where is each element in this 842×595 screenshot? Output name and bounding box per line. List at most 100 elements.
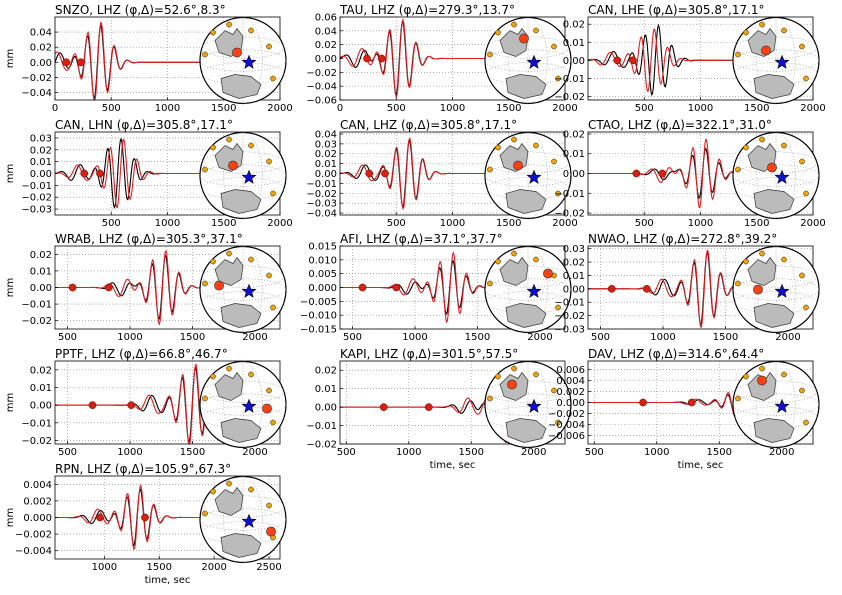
x-tick-label: 500: [102, 103, 121, 114]
y-tick-label: −0.02: [554, 311, 585, 322]
x-tick-label: 2000: [267, 218, 292, 229]
epicenter-star-icon: [774, 283, 790, 298]
x-tick-label: 2000: [242, 447, 267, 458]
station-dot: [226, 21, 232, 28]
graticule: [508, 246, 548, 333]
y-tick-label: −0.02: [21, 73, 52, 84]
x-tick-label: 1000: [440, 103, 465, 114]
x-tick-label: 500: [387, 218, 406, 229]
inset-map: [732, 131, 820, 220]
x-axis-label: time, sec: [145, 575, 191, 586]
epicenter-star-icon: [241, 513, 257, 528]
x-tick-label: 500: [337, 447, 356, 458]
australia-shape: [214, 486, 244, 516]
y-tick-label: 0.002: [23, 496, 52, 507]
y-axis-label: mm: [5, 49, 16, 68]
australia-shape: [747, 256, 777, 286]
x-tick-label: 1000: [688, 103, 713, 114]
inset-map: [199, 245, 287, 334]
y-tick-label: 0.002: [556, 387, 585, 398]
active-station: [266, 526, 276, 537]
station-dot: [803, 190, 809, 197]
graticule: [484, 393, 572, 416]
antarctica-shape: [505, 303, 547, 328]
y-tick-label: −0.01: [554, 298, 585, 309]
phase-marker: [96, 169, 104, 178]
y-tick-label: 0.00: [30, 401, 52, 412]
station-dot: [799, 43, 805, 50]
x-tick-label: 0: [52, 103, 58, 114]
y-tick-label: 0.03: [30, 133, 52, 144]
y-tick-label: 0.00: [30, 169, 52, 180]
y-tick-label: 0.00: [315, 54, 337, 65]
panel-title: KAPI, LHZ (φ,Δ)=301.5°,57.5°: [340, 347, 518, 361]
epicenter-star-icon: [241, 169, 257, 184]
y-tick-label: −0.01: [21, 418, 52, 429]
y-tick-label: −0.01: [306, 421, 337, 432]
x-tick-label: 2000: [552, 218, 577, 229]
active-station: [513, 160, 523, 171]
graticule: [484, 49, 572, 72]
antarctica-shape: [220, 533, 262, 558]
graticule: [732, 393, 820, 416]
station-dot: [759, 21, 765, 28]
phase-marker: [377, 54, 386, 63]
station-dot: [210, 258, 216, 265]
graticule: [199, 278, 287, 301]
graticule: [223, 17, 263, 104]
station-dot: [210, 29, 216, 36]
phase-marker: [88, 401, 97, 409]
station-dot: [210, 488, 216, 495]
y-tick-label: −0.02: [554, 92, 585, 103]
y-tick-label: 0.004: [23, 480, 52, 491]
y-tick-label: −0.006: [548, 431, 585, 442]
antarctica-shape: [220, 189, 262, 214]
phase-marker: [632, 169, 641, 178]
graticule: [199, 164, 287, 187]
station-dot: [210, 144, 216, 151]
y-tick-label: 0.02: [30, 145, 52, 156]
x-tick-label: 1500: [147, 562, 172, 573]
y-tick-label: 0.03: [563, 244, 585, 255]
station-dot: [202, 166, 208, 173]
station-dot: [511, 365, 517, 372]
graticule: [732, 278, 820, 301]
station-dot: [511, 250, 517, 257]
station-dot: [487, 166, 493, 173]
active-station: [543, 268, 553, 279]
graticule: [508, 17, 548, 104]
y-tick-label: 0.02: [315, 40, 337, 51]
station-dot: [551, 387, 557, 394]
x-tick-label: 1500: [211, 103, 236, 114]
active-station: [232, 47, 242, 58]
y-tick-label: 0.01: [563, 38, 585, 49]
station-dot: [248, 371, 254, 378]
x-tick-label: 500: [58, 447, 77, 458]
station-dot: [799, 387, 805, 394]
x-tick-label: 1000: [117, 447, 142, 458]
station-dot: [266, 43, 272, 50]
x-tick-label: 2000: [201, 562, 226, 573]
station-dot: [248, 256, 254, 263]
phase-marker: [141, 513, 149, 522]
active-station: [519, 33, 529, 44]
y-tick-label: 0.000: [556, 398, 585, 409]
y-tick-label: 0.000: [23, 513, 52, 524]
y-tick-label: −0.06: [306, 96, 337, 107]
y-tick-label: −0.03: [306, 199, 337, 210]
y-axis-label: mm: [5, 278, 16, 297]
y-tick-label: −0.004: [15, 546, 52, 557]
y-tick-label: −0.004: [548, 420, 585, 431]
station-dot: [226, 250, 232, 257]
x-tick-label: 1500: [713, 332, 738, 343]
y-tick-label: 0.04: [315, 26, 337, 37]
y-tick-label: 0.06: [315, 13, 337, 24]
graticule: [508, 132, 548, 219]
x-tick-label: 1500: [465, 332, 490, 343]
phase-marker: [80, 169, 89, 178]
seismogram-panel: 500 1000 1500 2000 0.02 0.01 0.00 −0.01 −0.02 KAP…: [306, 347, 572, 471]
y-tick-label: 0.01: [563, 271, 585, 282]
station-dot: [495, 258, 501, 265]
y-tick-label: 0.02: [563, 129, 585, 140]
x-tick-label: 500: [343, 332, 362, 343]
